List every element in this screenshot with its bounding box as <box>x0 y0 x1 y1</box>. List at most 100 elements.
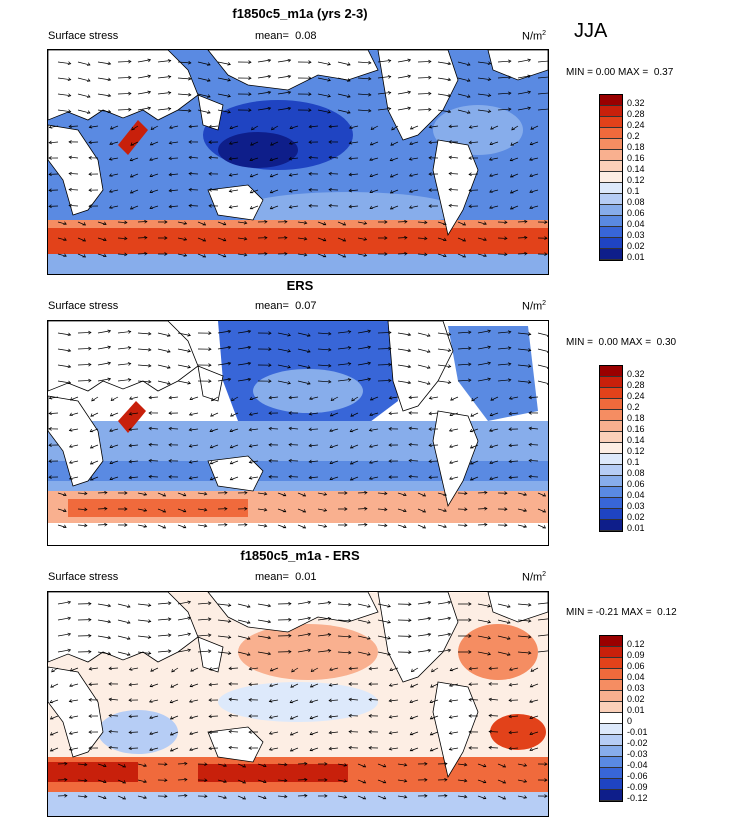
wind-vector <box>97 603 111 607</box>
southeast-asia <box>197 365 224 402</box>
wind-vector <box>337 763 347 766</box>
colorbar-swatch <box>600 399 622 410</box>
wind-vector <box>129 428 139 430</box>
wind-vector-head <box>103 253 107 257</box>
wind-vector-head <box>382 763 387 768</box>
wind-vector-head <box>328 187 332 192</box>
panel3-min-label: MIN = <box>566 607 593 618</box>
wind-vector-head <box>388 714 393 719</box>
wind-vector-head <box>167 617 172 622</box>
wind-vector <box>97 362 111 366</box>
wind-vector <box>269 699 279 702</box>
wind-vector-head <box>82 254 86 258</box>
wind-vector <box>529 157 539 161</box>
wind-vector <box>449 205 459 207</box>
wind-vector-head <box>429 732 434 736</box>
wind-vector-head <box>182 492 187 497</box>
wind-vector-head <box>207 78 211 82</box>
wind-vector <box>77 77 91 82</box>
wind-vector-head <box>127 378 132 382</box>
wind-vector <box>389 731 399 734</box>
wind-vector-head <box>348 618 352 623</box>
wind-vector-head <box>108 173 113 177</box>
wind-vector <box>97 237 107 241</box>
wind-vector <box>237 651 251 656</box>
wind-vector-head <box>523 763 528 767</box>
wind-vector <box>257 107 271 111</box>
wind-vector <box>237 253 247 256</box>
wind-vector-head <box>131 126 135 131</box>
wind-vector <box>309 444 319 447</box>
wind-vector <box>350 412 359 417</box>
wind-vector-head <box>348 188 353 193</box>
wind-vector <box>290 683 299 688</box>
wind-vector-head <box>389 190 394 194</box>
wind-vector <box>190 667 199 672</box>
wind-vector-head <box>523 779 528 783</box>
wind-vector-head <box>189 747 193 751</box>
wind-vector-head <box>164 794 168 799</box>
wind-vector-head <box>167 601 172 606</box>
wind-vector-head <box>527 634 532 639</box>
wind-vector-head <box>48 125 53 129</box>
wind-vector-head <box>283 794 288 799</box>
wind-vector <box>290 747 299 752</box>
wind-vector-head <box>167 59 172 63</box>
wind-vector-head <box>328 683 333 687</box>
wind-vector-head <box>389 667 393 672</box>
wind-vector-head <box>230 413 234 417</box>
wind-vector-head <box>69 668 74 672</box>
wind-vector-head <box>102 779 107 784</box>
wind-vector <box>309 125 319 128</box>
wind-vector <box>497 92 511 95</box>
wind-vector <box>369 444 379 448</box>
wind-vector-head <box>387 652 391 656</box>
wind-vector <box>289 189 299 192</box>
colorbar-label: 0.32 <box>627 98 645 108</box>
atlantic-band <box>433 105 523 155</box>
wind-vector-head <box>508 698 512 703</box>
wind-vector-head <box>528 474 532 479</box>
wind-vector-head <box>347 78 351 82</box>
wind-vector-head <box>89 428 94 433</box>
wind-vector-head <box>304 761 308 766</box>
north-pacific-diff <box>238 624 378 680</box>
wind-vector-head <box>248 60 252 64</box>
wind-vector <box>477 619 491 623</box>
wind-vector-head <box>328 155 333 160</box>
south-america <box>432 139 479 237</box>
wind-vector <box>477 93 491 97</box>
north-america <box>377 592 459 683</box>
wind-vector-head <box>88 204 92 208</box>
wind-vector <box>530 141 539 146</box>
wind-vector <box>157 602 171 605</box>
wind-vector <box>217 603 231 606</box>
wind-vector-head <box>368 746 372 750</box>
wind-vector <box>249 667 259 670</box>
wind-vector <box>457 237 466 242</box>
wind-vector-head <box>408 411 412 415</box>
wind-vector <box>129 460 139 463</box>
wind-vector-head <box>368 476 373 480</box>
wind-vector-head <box>103 237 107 241</box>
wind-vector-head <box>122 796 127 800</box>
wind-vector <box>349 157 359 159</box>
wind-vector <box>117 635 131 640</box>
wind-vector-head <box>188 108 192 113</box>
wind-vector <box>229 731 239 733</box>
wind-vector <box>210 412 219 417</box>
wind-vector <box>90 412 99 417</box>
wind-vector <box>329 444 339 448</box>
wind-vector-head <box>384 491 388 496</box>
wind-vector-head <box>227 377 232 382</box>
wind-vector-head <box>130 142 134 146</box>
colorbar-swatch <box>600 702 622 713</box>
wind-vector-head <box>108 666 112 671</box>
wind-vector <box>97 109 111 113</box>
wind-vector-head <box>443 524 447 528</box>
wind-vector <box>397 348 411 352</box>
wind-vector-head <box>187 632 192 637</box>
wind-vector <box>57 253 67 257</box>
wind-vector <box>390 157 399 162</box>
wind-vector <box>489 141 499 145</box>
